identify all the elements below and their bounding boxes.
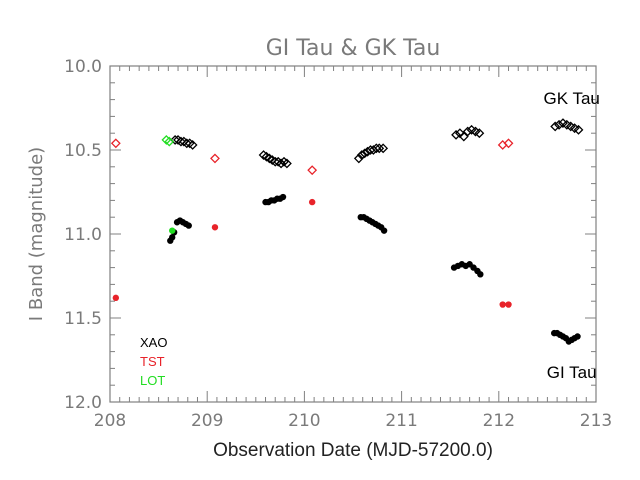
annotation-gk-tau: GK Tau [544,89,600,108]
diamond-point [374,143,385,154]
circle-point [505,301,512,308]
series-gk-tau-tst [110,138,514,176]
diamond-point [164,136,175,147]
x-tick-label: 213 [580,411,612,431]
legend-entry-tst: TST [140,354,165,369]
plot-frame [109,65,597,403]
y-tick-label: 12.0 [64,393,102,413]
circle-point [169,234,176,241]
diamond-point [503,138,514,149]
y-tick-label: 11.0 [64,225,102,245]
diamond-point [573,124,584,135]
diamond-point [554,119,564,130]
x-tick-label: 212 [483,411,515,431]
circle-point [308,198,316,206]
series-gi-tau-xao [167,193,581,345]
legend-entry-xao: XAO [140,335,167,350]
diamond-point [170,135,181,145]
y-tick-label: 10.0 [64,57,102,77]
diamond-point [353,153,364,164]
diamond-point [307,165,318,176]
series-gi-tau-lot [169,227,176,234]
y-tick-label: 10.5 [64,141,102,161]
series-gk-tau-xao [170,118,584,169]
circle-point [112,294,120,302]
diamond-point [187,140,198,150]
circle-point [477,271,484,278]
diamond-point [470,126,481,137]
y-axis-label: I Band (magnitude) [26,147,47,321]
x-tick-label: 209 [191,411,223,431]
diamond-point [558,118,568,129]
diamond-point [176,136,186,147]
diamond-point [378,143,389,154]
diamond-point [569,123,580,134]
diamond-point [270,156,281,167]
axis-tick-labels: 208 209 210 211 212 213 10.0 10.5 11.0 11.5 12.0 [64,57,612,431]
diamond-point [281,158,292,169]
diamond-point [561,119,572,130]
data-marks [110,118,584,345]
chart-title: GI Tau & GK Tau [266,36,441,61]
circle-point [185,222,192,229]
series-gk-tau-lot [161,135,175,147]
y-tick-label: 11.5 [64,309,102,329]
circle-point [499,301,506,308]
diamond-point [474,128,485,139]
star-annotations: GK Tau GI Tau [544,89,600,382]
series-gi-tau-tst [112,198,512,308]
x-tick-label: 210 [288,411,320,431]
diamond-point [458,131,469,142]
diamond-point [356,150,367,160]
legend: XAO TST LOT [140,335,167,388]
diamond-point [110,138,121,149]
x-axis-label: Observation Date (MJD-57200.0) [213,440,493,461]
circle-point [279,193,287,201]
circle-point [574,333,581,340]
circle-point [211,224,219,231]
diamond-point [181,138,192,149]
diamond-point [550,121,561,132]
legend-entry-lot: LOT [140,373,165,388]
diamond-point [210,153,220,164]
annotation-gi-tau: GI Tau [547,363,597,382]
x-tick-label: 211 [385,411,417,431]
diamond-point [466,124,477,135]
diamond-point [565,121,576,132]
x-tick-label: 208 [94,411,126,431]
diamond-point [451,129,461,140]
axis-ticks [109,65,597,403]
diamond-point [371,143,382,154]
diamond-point [462,126,473,137]
circle-point [380,227,388,234]
diamond-point [359,148,370,159]
circle-point [169,227,176,234]
